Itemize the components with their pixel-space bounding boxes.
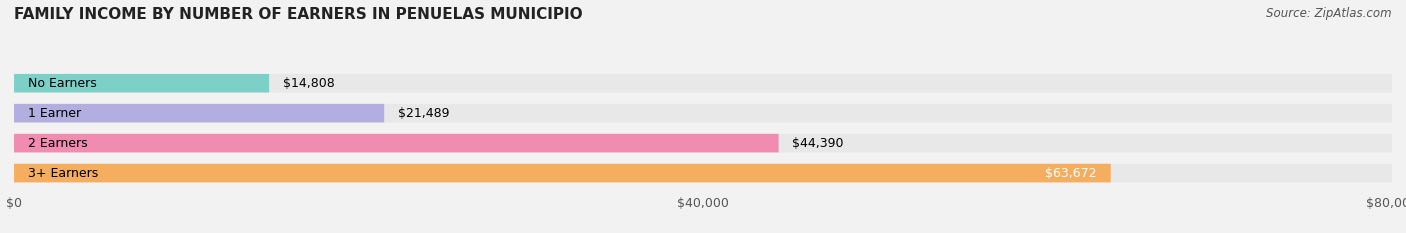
Text: Source: ZipAtlas.com: Source: ZipAtlas.com: [1267, 7, 1392, 20]
FancyBboxPatch shape: [14, 74, 269, 93]
Text: No Earners: No Earners: [28, 77, 97, 90]
Text: $21,489: $21,489: [398, 107, 450, 120]
Text: $44,390: $44,390: [793, 137, 844, 150]
Text: FAMILY INCOME BY NUMBER OF EARNERS IN PENUELAS MUNICIPIO: FAMILY INCOME BY NUMBER OF EARNERS IN PE…: [14, 7, 582, 22]
Text: $14,808: $14,808: [283, 77, 335, 90]
Text: 2 Earners: 2 Earners: [28, 137, 87, 150]
FancyBboxPatch shape: [14, 164, 1392, 182]
Text: $63,672: $63,672: [1046, 167, 1097, 180]
Text: 3+ Earners: 3+ Earners: [28, 167, 98, 180]
FancyBboxPatch shape: [14, 164, 1111, 182]
FancyBboxPatch shape: [14, 74, 1392, 93]
FancyBboxPatch shape: [14, 104, 384, 123]
Text: 1 Earner: 1 Earner: [28, 107, 82, 120]
FancyBboxPatch shape: [14, 134, 1392, 152]
FancyBboxPatch shape: [14, 104, 1392, 123]
FancyBboxPatch shape: [14, 134, 779, 152]
